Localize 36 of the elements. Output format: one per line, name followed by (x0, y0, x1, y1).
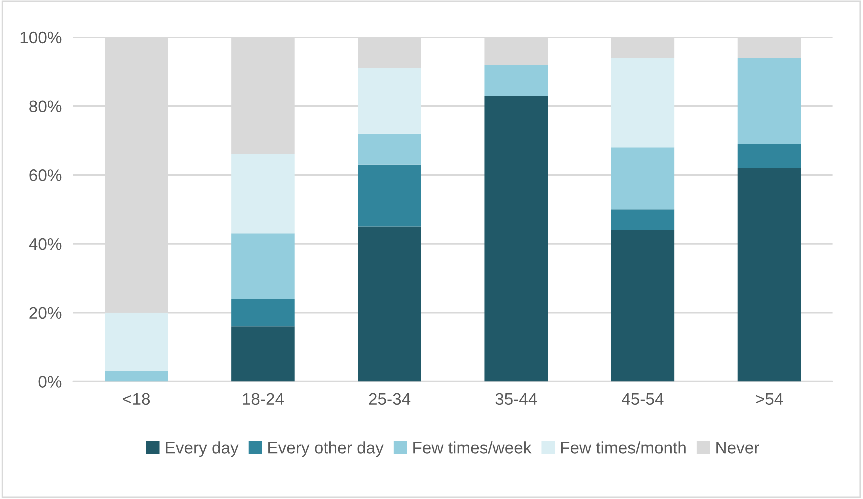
bar (358, 134, 422, 165)
bar (105, 312, 168, 372)
x-tick-label: <18 (123, 393, 150, 406)
legend-label: Few times/month (561, 442, 686, 454)
bar (738, 58, 802, 144)
bar (232, 299, 295, 327)
bar (358, 68, 422, 134)
x-tick-label: 45-54 (622, 393, 664, 406)
bar (358, 164, 422, 227)
bar (738, 168, 802, 382)
legend-label: Few times/week (414, 442, 532, 454)
bar (738, 144, 802, 168)
bar (484, 64, 548, 96)
legend-label: Every day (166, 442, 239, 458)
bar (232, 326, 295, 382)
y-tick-label: 40% (29, 238, 62, 250)
y-tick-label: 80% (30, 100, 62, 112)
bar (358, 226, 422, 382)
bar (611, 148, 675, 210)
bar (232, 234, 295, 300)
bar (611, 58, 675, 148)
x-tick-label: 25-34 (369, 393, 411, 406)
y-tick-label: 60% (30, 170, 62, 182)
x-tick-label: 18-24 (243, 393, 284, 406)
y-tick-label: 0% (38, 376, 62, 388)
x-tick-label: >54 (756, 393, 784, 406)
legend-label: Never (716, 442, 760, 454)
bar (232, 154, 295, 234)
bar (484, 96, 548, 382)
bar (105, 371, 168, 382)
y-tick-label: 20% (30, 307, 62, 320)
bar (611, 230, 675, 382)
bar (611, 210, 675, 230)
y-tick-label: 100% (20, 32, 62, 44)
legend-label: Every other day (268, 442, 384, 458)
x-tick-label: 35-44 (496, 393, 538, 406)
